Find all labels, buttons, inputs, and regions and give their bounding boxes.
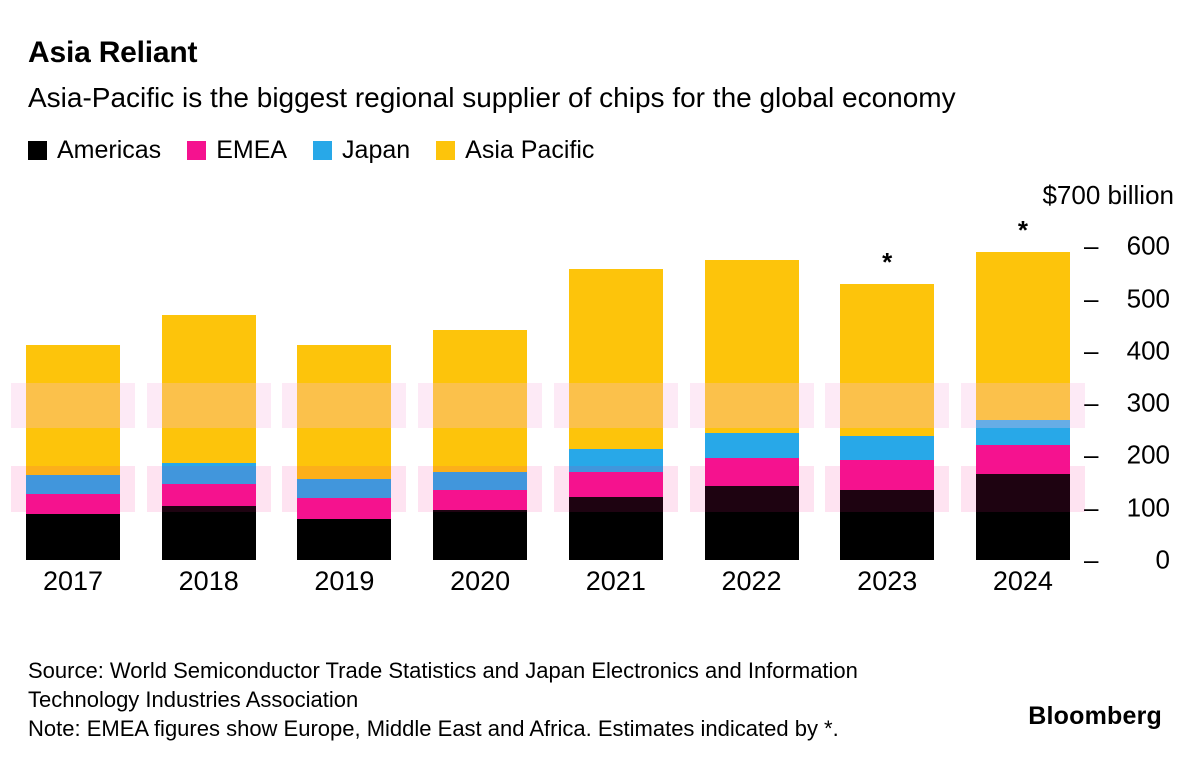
emea-segment [975, 444, 1070, 474]
tick-value: 0 [1155, 544, 1170, 575]
asia-pacific-segment [433, 329, 528, 472]
americas-segment [26, 514, 120, 560]
tick-value: 500 [1126, 283, 1170, 314]
asia-pacific-segment [161, 314, 256, 463]
y-axis-top-label: $700 billion [1042, 180, 1174, 210]
legend-item-americas: Americas [28, 136, 161, 165]
x-label-2024: 2024 [992, 566, 1053, 596]
legend-swatch-icon [313, 141, 333, 160]
legend-label: EMEA [216, 136, 288, 164]
asia-pacific-segment [704, 259, 799, 433]
japan-segment [26, 474, 120, 495]
bloomberg-logo: Bloomberg [1028, 702, 1162, 730]
source-text: Source: World Semiconductor Trade Statis… [28, 658, 858, 713]
japan-segment [161, 462, 256, 484]
legend-swatch-icon [436, 141, 456, 160]
emea-segment [704, 458, 799, 487]
tick-mark: – [1084, 387, 1099, 418]
emea-segment [161, 483, 256, 507]
emea-segment [433, 490, 528, 511]
footer: Source: World Semiconductor Trade Statis… [28, 656, 908, 743]
legend-label: Americas [57, 136, 162, 164]
y-tick-600: –600 [1084, 231, 1170, 262]
y-axis: –600–500–400–300–200–100–0 [1084, 194, 1170, 575]
americas-segment [975, 473, 1070, 560]
asia-pacific-segment [840, 284, 935, 436]
americas-segment [433, 510, 528, 560]
bars: * * [11, 194, 1085, 560]
asia-pacific-segment [975, 251, 1070, 420]
x-label-2019: 2019 [314, 566, 375, 596]
x-label-2020: 2020 [450, 566, 511, 596]
tick-mark: – [1084, 492, 1099, 523]
tick-mark: – [1084, 230, 1099, 261]
americas-segment [161, 506, 256, 560]
page-subtitle: Asia-Pacific is the biggest regional sup… [28, 82, 956, 113]
tick-mark: – [1084, 335, 1099, 366]
americas-segment [704, 486, 799, 560]
legend-swatch-icon [28, 141, 47, 160]
americas-segment [297, 518, 392, 560]
tick-value: 600 [1126, 230, 1170, 261]
legend-swatch-icon [187, 141, 207, 160]
japan-segment [297, 478, 392, 498]
estimate-asterisk: * [882, 247, 893, 278]
x-axis-labels: 2017 2018 2019 2020 2021 2022 2023 2024 [26, 566, 1070, 597]
y-tick-300: –300 [1084, 388, 1170, 419]
emea-segment [568, 471, 663, 497]
asia-pacific-segment [568, 269, 663, 449]
bar-2018 [146, 194, 271, 560]
legend-label: Asia Pacific [465, 136, 595, 164]
legend-item-asia-pacific: Asia Pacific [436, 136, 594, 165]
chart-legend: Americas EMEA Japan Asia Pacific [28, 136, 594, 165]
plot-area: * * [11, 194, 1085, 560]
tick-value: 200 [1126, 439, 1170, 470]
y-tick-500: –500 [1084, 283, 1170, 314]
tick-mark: – [1084, 439, 1099, 470]
japan-segment [840, 435, 935, 461]
emea-segment [26, 494, 120, 514]
tick-value: 400 [1126, 335, 1170, 366]
page-title: Asia Reliant [28, 36, 198, 69]
legend-item-emea: EMEA [187, 136, 287, 165]
legend-item-japan: Japan [313, 136, 410, 165]
y-tick-200: –200 [1084, 440, 1170, 471]
y-tick-400: –400 [1084, 335, 1170, 366]
japan-segment [975, 419, 1070, 445]
tick-mark: – [1084, 283, 1099, 314]
tick-value: 300 [1126, 387, 1170, 418]
americas-segment [840, 489, 935, 560]
japan-segment [568, 448, 663, 472]
asia-pacific-segment [26, 344, 120, 475]
emea-segment [840, 460, 935, 490]
x-label-2021: 2021 [585, 566, 646, 596]
legend-label: Japan [342, 136, 411, 164]
bar-2023: * [825, 194, 950, 560]
x-label-2018: 2018 [178, 566, 239, 596]
bar-2021 [553, 194, 678, 560]
americas-segment [568, 496, 663, 560]
x-label-2023: 2023 [857, 566, 918, 596]
estimate-asterisk: * [1017, 214, 1028, 245]
bar-2020 [418, 194, 543, 560]
y-tick-0: –0 [1084, 545, 1170, 576]
y-tick-100: –100 [1084, 492, 1170, 523]
japan-segment [433, 471, 528, 491]
note-text: Note: EMEA figures show Europe, Middle E… [28, 716, 839, 742]
japan-segment [704, 432, 799, 459]
bar-2019 [282, 194, 407, 560]
x-label-2022: 2022 [721, 566, 782, 596]
bar-2022 [689, 194, 814, 560]
bar-2024: * [960, 194, 1085, 560]
asia-pacific-segment [297, 344, 392, 479]
bar-2017 [11, 194, 135, 560]
emea-segment [297, 497, 392, 519]
tick-value: 100 [1126, 492, 1170, 523]
tick-mark: – [1084, 544, 1099, 575]
x-label-2017: 2017 [42, 566, 104, 596]
